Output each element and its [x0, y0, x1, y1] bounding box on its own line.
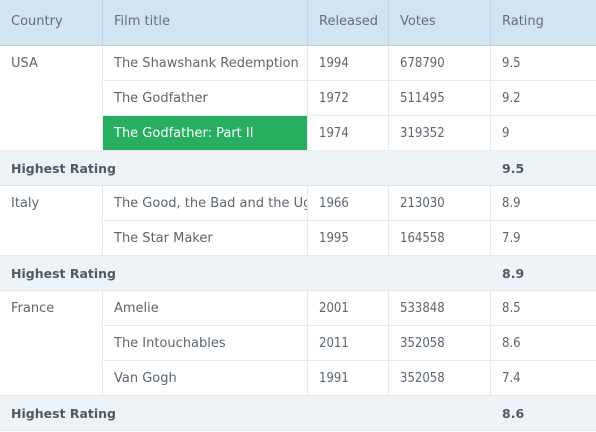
summary-label: Highest Rating	[11, 161, 117, 176]
cell-released[interactable]: 1966	[308, 186, 389, 221]
table-row[interactable]: The Godfather: Part II 1974 319352 9	[0, 116, 596, 151]
selected-cell-title[interactable]: The Godfather: Part II	[103, 116, 308, 151]
cell-released[interactable]: 1972	[308, 81, 389, 116]
cell-rating[interactable]: 9.2	[491, 81, 596, 116]
cell-country[interactable]: Italy	[0, 186, 103, 256]
cell-released[interactable]: 2001	[308, 291, 389, 326]
cell-rating[interactable]: 9.5	[491, 46, 596, 81]
column-header-title[interactable]: Film title	[103, 0, 308, 46]
cell-released[interactable]: 2011	[308, 326, 389, 361]
table-row[interactable]: The Good, the Bad and the Ugly 1966 213030…	[0, 186, 596, 221]
group-summary-row: Highest Rating 8.9	[0, 256, 596, 291]
cell-rating[interactable]: 9	[491, 116, 596, 151]
column-header-rating[interactable]: Rating	[502, 14, 544, 29]
table-row[interactable]: The Shawshank Redemption 1994 678790 9.5	[0, 46, 596, 81]
cell-votes[interactable]: 164558	[389, 221, 491, 256]
column-header-votes[interactable]: Votes	[389, 0, 491, 46]
cell-rating[interactable]: 7.4	[491, 361, 596, 396]
column-header-released[interactable]: Released	[308, 0, 389, 46]
summary-label: Highest Rating	[11, 406, 117, 421]
grid-header: Country Film title Released Votes Rating	[0, 0, 596, 46]
summary-label: Highest Rating	[11, 266, 117, 281]
cell-title[interactable]: The Intouchables	[103, 326, 308, 361]
cell-rating[interactable]: 8.9	[491, 186, 596, 221]
group-summary-row: Highest Rating 8.6	[0, 396, 596, 431]
cell-released[interactable]: 1994	[308, 46, 389, 81]
cell-released[interactable]: 1974	[308, 116, 389, 151]
cell-rating[interactable]: 8.5	[491, 291, 596, 326]
cell-votes[interactable]: 533848	[389, 291, 491, 326]
cell-votes[interactable]: 511495	[389, 81, 491, 116]
table-row[interactable]: Van Gogh 1991 352058 7.4	[0, 361, 596, 396]
summary-value: 8.9	[502, 266, 525, 281]
cell-country[interactable]: USA	[0, 46, 103, 151]
column-header-country[interactable]: Country	[0, 0, 103, 46]
cell-title[interactable]: The Star Maker	[103, 221, 308, 256]
table-row[interactable]: The Godfather 1972 511495 9.2	[0, 81, 596, 116]
cell-title[interactable]: The Shawshank Redemption	[103, 46, 308, 81]
table-row[interactable]: The Intouchables 2011 352058 8.6	[0, 326, 596, 361]
cell-votes[interactable]: 678790	[389, 46, 491, 81]
cell-title[interactable]: Amelie	[103, 291, 308, 326]
summary-value: 9.5	[502, 161, 525, 176]
cell-released[interactable]: 1991	[308, 361, 389, 396]
cell-votes[interactable]: 213030	[389, 186, 491, 221]
cell-votes[interactable]: 352058	[389, 361, 491, 396]
cell-rating[interactable]: 7.9	[491, 221, 596, 256]
cell-title[interactable]: The Good, the Bad and the Ugly	[103, 186, 308, 221]
table-row[interactable]: Amelie 2001 533848 8.5	[0, 291, 596, 326]
cell-rating[interactable]: 8.6	[491, 326, 596, 361]
cell-title[interactable]: Van Gogh	[103, 361, 308, 396]
cell-released[interactable]: 1995	[308, 221, 389, 256]
summary-value: 8.6	[502, 406, 525, 421]
cell-title[interactable]: The Godfather	[103, 81, 308, 116]
cell-country[interactable]: France	[0, 291, 103, 396]
cell-votes[interactable]: 352058	[389, 326, 491, 361]
group-summary-row: Highest Rating 9.5	[0, 151, 596, 186]
table-row[interactable]: The Star Maker 1995 164558 7.9	[0, 221, 596, 256]
cell-votes[interactable]: 319352	[389, 116, 491, 151]
